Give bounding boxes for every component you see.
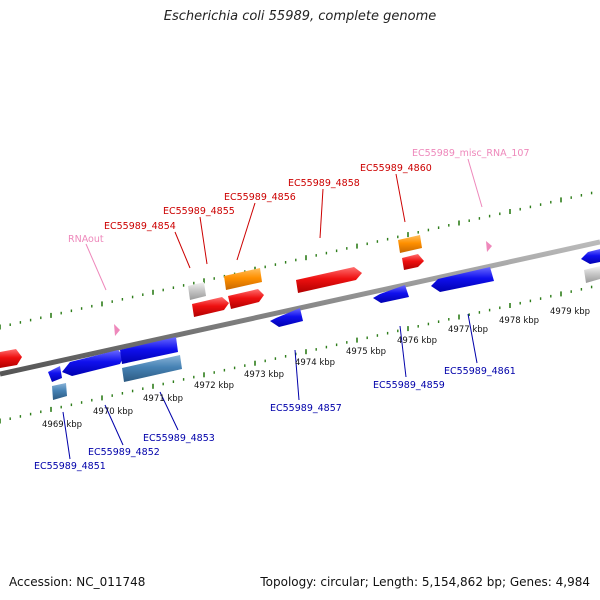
accession-text: Accession: NC_011748 bbox=[9, 575, 146, 589]
gene-label: EC55989_4858 bbox=[288, 178, 360, 189]
gene-label: EC55989_4851 bbox=[34, 461, 106, 472]
misc-rna-marker bbox=[114, 324, 120, 336]
ruler-label: 4973 kbp bbox=[244, 370, 284, 380]
ruler-label: 4969 kbp bbox=[42, 420, 82, 430]
ruler-label: 4978 kbp bbox=[499, 316, 539, 326]
ruler-label: 4970 kbp bbox=[93, 407, 133, 417]
gene-arrow bbox=[373, 285, 409, 303]
gene-label: EC55989_4854 bbox=[104, 221, 176, 232]
misc-rna-marker bbox=[486, 241, 492, 252]
gene-arrow bbox=[581, 249, 600, 264]
gene-label: EC55989_misc_RNA_107 bbox=[412, 148, 530, 159]
ruler-label: 4976 kbp bbox=[397, 336, 437, 346]
bottom-strand-labels: EC55989_4851 EC55989_4852 EC55989_4853 E… bbox=[34, 366, 516, 472]
gene-label: EC55989_4856 bbox=[224, 192, 296, 203]
gene-feature bbox=[584, 266, 600, 283]
gene-features bbox=[0, 235, 600, 400]
callout-lines bbox=[62, 158, 483, 460]
top-ruler-ticks bbox=[0, 191, 593, 330]
top-strand-labels: RNAout EC55989_4854 EC55989_4855 EC55989… bbox=[68, 148, 530, 245]
gene-feature bbox=[188, 282, 206, 300]
gene-arrow bbox=[120, 337, 178, 364]
ruler-labels: 4969 kbp 4970 kbp 4971 kbp 4972 kbp 4973… bbox=[42, 307, 590, 430]
gene-arrow bbox=[431, 267, 494, 292]
gene-label: EC55989_4853 bbox=[143, 433, 215, 444]
gene-feature bbox=[122, 355, 182, 382]
gene-arrow bbox=[48, 366, 62, 382]
gene-feature bbox=[224, 268, 262, 290]
gene-feature bbox=[52, 383, 67, 400]
gene-feature bbox=[398, 235, 422, 253]
gene-label: EC55989_4860 bbox=[360, 163, 432, 174]
gene-label: EC55989_4861 bbox=[444, 366, 516, 377]
gene-label: EC55989_4857 bbox=[270, 403, 342, 414]
gene-label: RNAout bbox=[68, 234, 104, 245]
gene-arrow bbox=[270, 308, 303, 327]
ruler-label: 4977 kbp bbox=[448, 325, 488, 335]
genome-summary-text: Topology: circular; Length: 5,154,862 bp… bbox=[260, 575, 590, 589]
gene-arrow bbox=[228, 289, 264, 309]
ruler-label: 4979 kbp bbox=[550, 307, 590, 317]
gene-label: EC55989_4859 bbox=[373, 380, 445, 391]
ruler-label: 4975 kbp bbox=[346, 347, 386, 357]
gene-arrow bbox=[402, 254, 424, 270]
bottom-ruler-ticks bbox=[0, 285, 593, 424]
gene-arrow bbox=[62, 350, 124, 376]
ruler-label: 4974 kbp bbox=[295, 358, 335, 368]
gene-arrow bbox=[296, 267, 362, 293]
gene-arrow bbox=[0, 349, 22, 368]
gene-label: EC55989_4852 bbox=[88, 447, 160, 458]
gene-arrow bbox=[192, 297, 229, 317]
ruler-label: 4972 kbp bbox=[194, 381, 234, 391]
gene-label: EC55989_4855 bbox=[163, 206, 235, 217]
map-title: Escherichia coli 55989, complete genome bbox=[163, 9, 437, 24]
ruler-label: 4971 kbp bbox=[143, 394, 183, 404]
